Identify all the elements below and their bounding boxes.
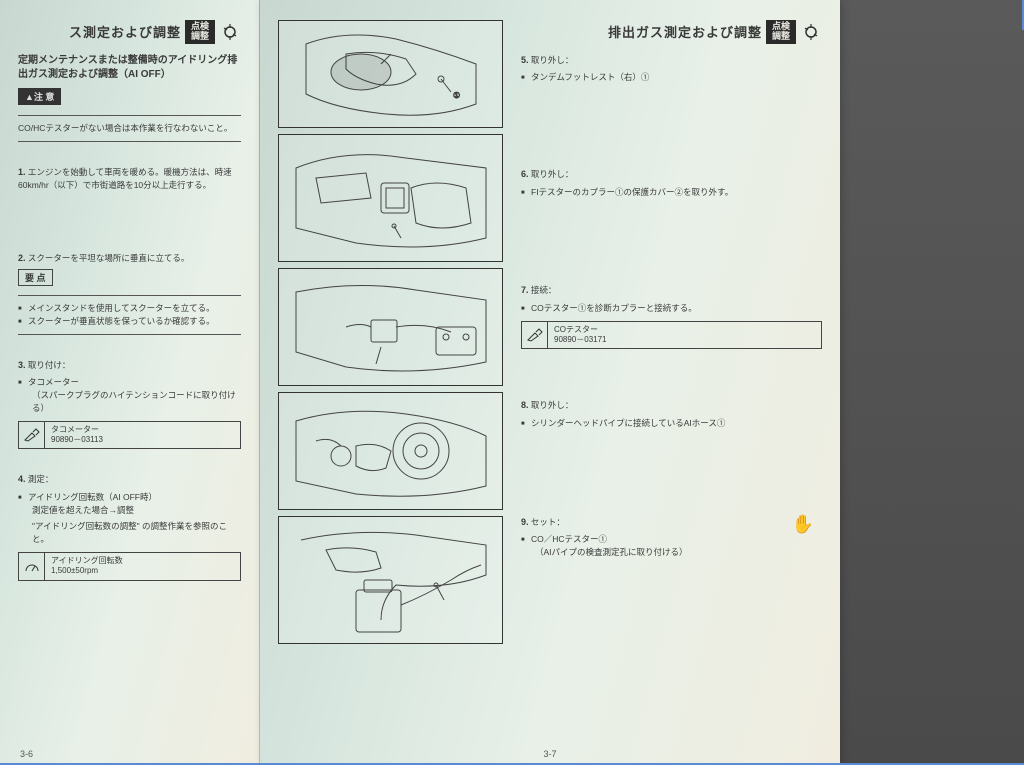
tool-icon [522, 322, 548, 349]
step-8: 8. 取り外し： シリンダーヘッドパイプに接続しているAIホース① [521, 399, 822, 429]
manual-page-right: ① 排出ガス測定および調整 点検 調整 [260, 0, 840, 765]
tool-spec-box-co: COテスター 90890－03171 [521, 321, 822, 350]
header-title-left: ス測定および調整 [69, 22, 181, 41]
page-number-right: 3-7 [543, 749, 556, 759]
warning-label: ▲注 意 [18, 88, 61, 105]
step-9: 9. セット： CO／HCテスター① （AIパイプの検査測定孔に取り付ける） [521, 516, 822, 559]
diagram-7 [278, 268, 503, 386]
warning-text: CO/HCテスターがない場合は本作業を行なわないこと。 [18, 122, 241, 135]
gauge-icon [19, 553, 45, 580]
wrench-icon [800, 21, 822, 43]
wrench-icon [219, 21, 241, 43]
tool-icon [19, 422, 45, 449]
diagram-8 [278, 392, 503, 510]
step-1: 1. エンジンを始動して車両を暖める。暖機方法は、時速60km/hr（以下）で市… [18, 166, 241, 192]
step-5: 5. 取り外し： タンデムフットレスト（右）① [521, 54, 822, 84]
manual-page-left: ス測定および調整 点検 調整 定期メンテナンスまたは整備時のアイドリング排出ガス… [0, 0, 260, 765]
header-title-right: 排出ガス測定および調整 [608, 22, 762, 41]
section-title: 定期メンテナンスまたは整備時のアイドリング排出ガス測定および調整（AI OFF） [18, 54, 241, 82]
step-4: 4. 測定： アイドリング回転数（AI OFF時） 測定値を超えた場合→調整 "… [18, 473, 241, 580]
inspection-badge: 点検 調整 [185, 20, 215, 44]
inspection-badge-right: 点検 調整 [766, 20, 796, 44]
tool-spec-box: タコメーター 90890－03113 [18, 421, 241, 450]
step-7: 7. 接続： COテスター①を診断カプラーと接続する。 COテスター 90890… [521, 284, 822, 349]
viewer-sidebar [840, 0, 1024, 765]
step-2: 2. スクーターを平坦な場所に垂直に立てる。 要 点 メインスタンドを使用してス… [18, 252, 241, 335]
diagram-9 [278, 516, 503, 644]
spec-box: アイドリング回転数 1,500±50rpm [18, 552, 241, 581]
svg-text:①: ① [453, 91, 460, 100]
page-number-left: 3-6 [20, 749, 33, 759]
step-3: 3. 取り付け： タコメーター （スパークプラグのハイテンションコードに取り付け… [18, 359, 241, 450]
page-header-right: 排出ガス測定および調整 点検 調整 [521, 20, 822, 44]
page-header-left: ス測定および調整 点検 調整 [18, 20, 241, 44]
diagram-6 [278, 134, 503, 262]
step-6: 6. 取り外し： FIテスターのカプラー①の保護カバー②を取り外す。 [521, 168, 822, 198]
text-column: 排出ガス測定および調整 点検 調整 5. 取り外し： タンデムフットレスト（右）… [513, 20, 822, 745]
diagram-column: ① [278, 20, 513, 745]
document-viewer: ス測定および調整 点検 調整 定期メンテナンスまたは整備時のアイドリング排出ガス… [0, 0, 1024, 765]
key-point-label: 要 点 [18, 269, 53, 286]
diagram-5: ① [278, 20, 503, 128]
